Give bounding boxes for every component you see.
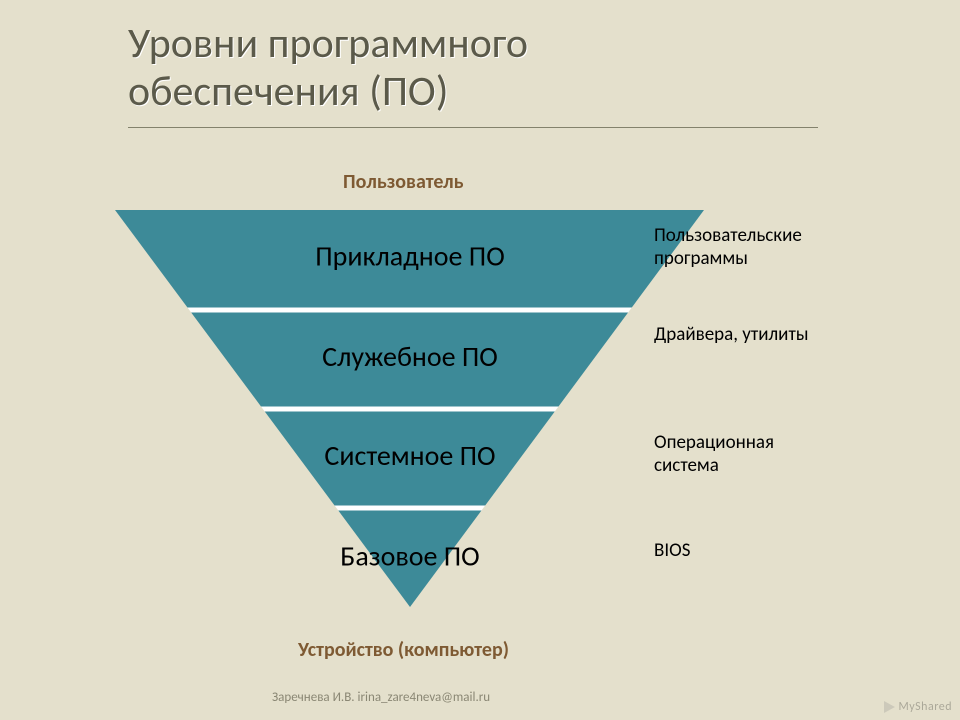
watermark: MyShared (882, 700, 952, 714)
tier-annotation: BIOS (654, 540, 690, 563)
slide: Уровни программного обеспечения (ПО) При… (0, 0, 960, 720)
footer-credit: Заречнева И.В. irina_zare4neva@mail.ru (272, 690, 490, 706)
pyramid-tier-gap (335, 506, 486, 511)
pyramid-diagram: Прикладное ПО Служебное ПО Системное ПО Баз… (0, 0, 960, 720)
pyramid-tier-gap (261, 407, 558, 412)
tier-annotation: Пользовательские программы (654, 225, 802, 271)
pyramid-tier-label: Прикладное ПО (315, 238, 505, 273)
tier-annotation: Драйвера, утилиты (654, 324, 808, 347)
pyramid-tier-label: Системное ПО (324, 438, 495, 473)
pyramid-tier-label: Базовое ПО (340, 538, 479, 573)
pyramid-tier-label: Служебное ПО (322, 339, 498, 374)
tier-annotation: Операционная система (654, 432, 774, 478)
pyramid-tier-gap (187, 308, 631, 313)
top-context-label: Пользователь (343, 170, 464, 194)
watermark-text: MyShared (898, 700, 952, 714)
bottom-context-label: Устройство (компьютер) (298, 638, 509, 662)
play-icon (882, 700, 896, 714)
